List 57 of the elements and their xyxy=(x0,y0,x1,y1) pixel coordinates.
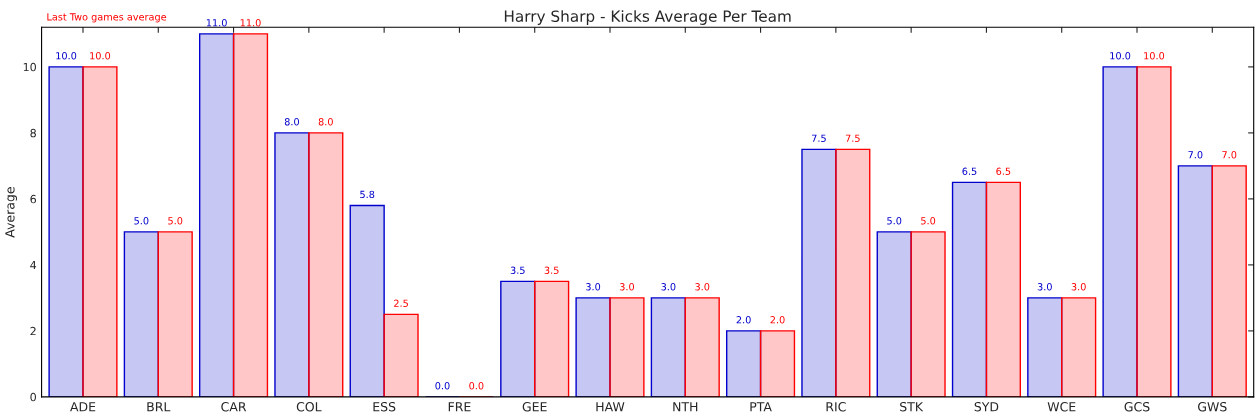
x-tick-label: ESS xyxy=(373,401,396,412)
data-label: 6.5 xyxy=(962,167,977,175)
x-tick-label: GWS xyxy=(1198,401,1227,412)
data-label: 10.0 xyxy=(1110,52,1131,60)
x-tick-label: COL xyxy=(296,401,322,412)
x-tick-label: FRE xyxy=(448,402,471,412)
data-label: 6.5 xyxy=(996,167,1011,175)
chart-title: Harry Sharp - Kicks Average Per Team xyxy=(504,10,791,25)
data-label: 2.0 xyxy=(770,316,785,324)
x-tick-label: BRL xyxy=(147,402,171,412)
x-tick-label: NTH xyxy=(673,402,698,412)
x-tick-label: RIC xyxy=(826,401,846,412)
data-label: 2.0 xyxy=(736,316,751,324)
data-label: 7.0 xyxy=(1222,151,1237,159)
y-tick-label: 6 xyxy=(30,194,37,204)
data-label: 10.0 xyxy=(1144,52,1165,60)
data-label: 5.0 xyxy=(168,217,183,225)
text: Last Two games average xyxy=(47,13,167,23)
data-label: 3.5 xyxy=(544,266,559,274)
data-label: 3.0 xyxy=(661,283,676,291)
x-tick-label: ADE xyxy=(70,402,96,412)
x-tick-label: HAW xyxy=(596,402,625,412)
y-tick-label: 0 xyxy=(30,392,36,402)
data-label: 5.0 xyxy=(921,217,936,225)
data-label: 11.0 xyxy=(206,19,227,27)
data-label: 3.0 xyxy=(586,283,601,291)
x-tick-label: PTA xyxy=(750,402,772,412)
y-axis-title: Average xyxy=(5,187,18,238)
y-tick-label: 10 xyxy=(23,62,36,72)
data-label: 3.0 xyxy=(695,283,710,291)
data-label: 7.5 xyxy=(811,134,826,142)
data-label: 3.0 xyxy=(1037,283,1052,291)
data-label: 10.0 xyxy=(90,52,111,60)
data-label: 8.0 xyxy=(284,118,299,126)
y-tick-label: 4 xyxy=(30,261,37,270)
data-label: 3.5 xyxy=(510,266,525,274)
x-tick-label: GCS xyxy=(1124,401,1150,412)
x-tick-label: CAR xyxy=(221,401,247,412)
x-tick-label: GEE xyxy=(522,401,547,412)
data-label: 10.0 xyxy=(56,52,77,60)
data-label: 11.0 xyxy=(240,19,261,27)
y-tick-label: 2 xyxy=(30,326,36,336)
y-tick-label: 8 xyxy=(30,128,36,138)
data-label: 8.0 xyxy=(318,118,333,126)
data-label: 5.8 xyxy=(360,190,375,199)
data-label: 3.0 xyxy=(619,283,635,291)
data-label: 0.0 xyxy=(435,382,450,390)
data-label: 7.0 xyxy=(1188,151,1203,159)
data-label: 2.5 xyxy=(394,299,408,307)
data-label: 5.0 xyxy=(887,217,902,225)
x-tick-label: WCE xyxy=(1047,401,1076,412)
x-tick-label: STK xyxy=(900,401,924,412)
data-label: 3.0 xyxy=(1071,283,1086,291)
data-label: 0.0 xyxy=(469,382,484,390)
data-label: 5.0 xyxy=(134,217,149,225)
x-tick-label: SYD xyxy=(974,401,999,412)
data-label: 7.5 xyxy=(845,134,860,142)
